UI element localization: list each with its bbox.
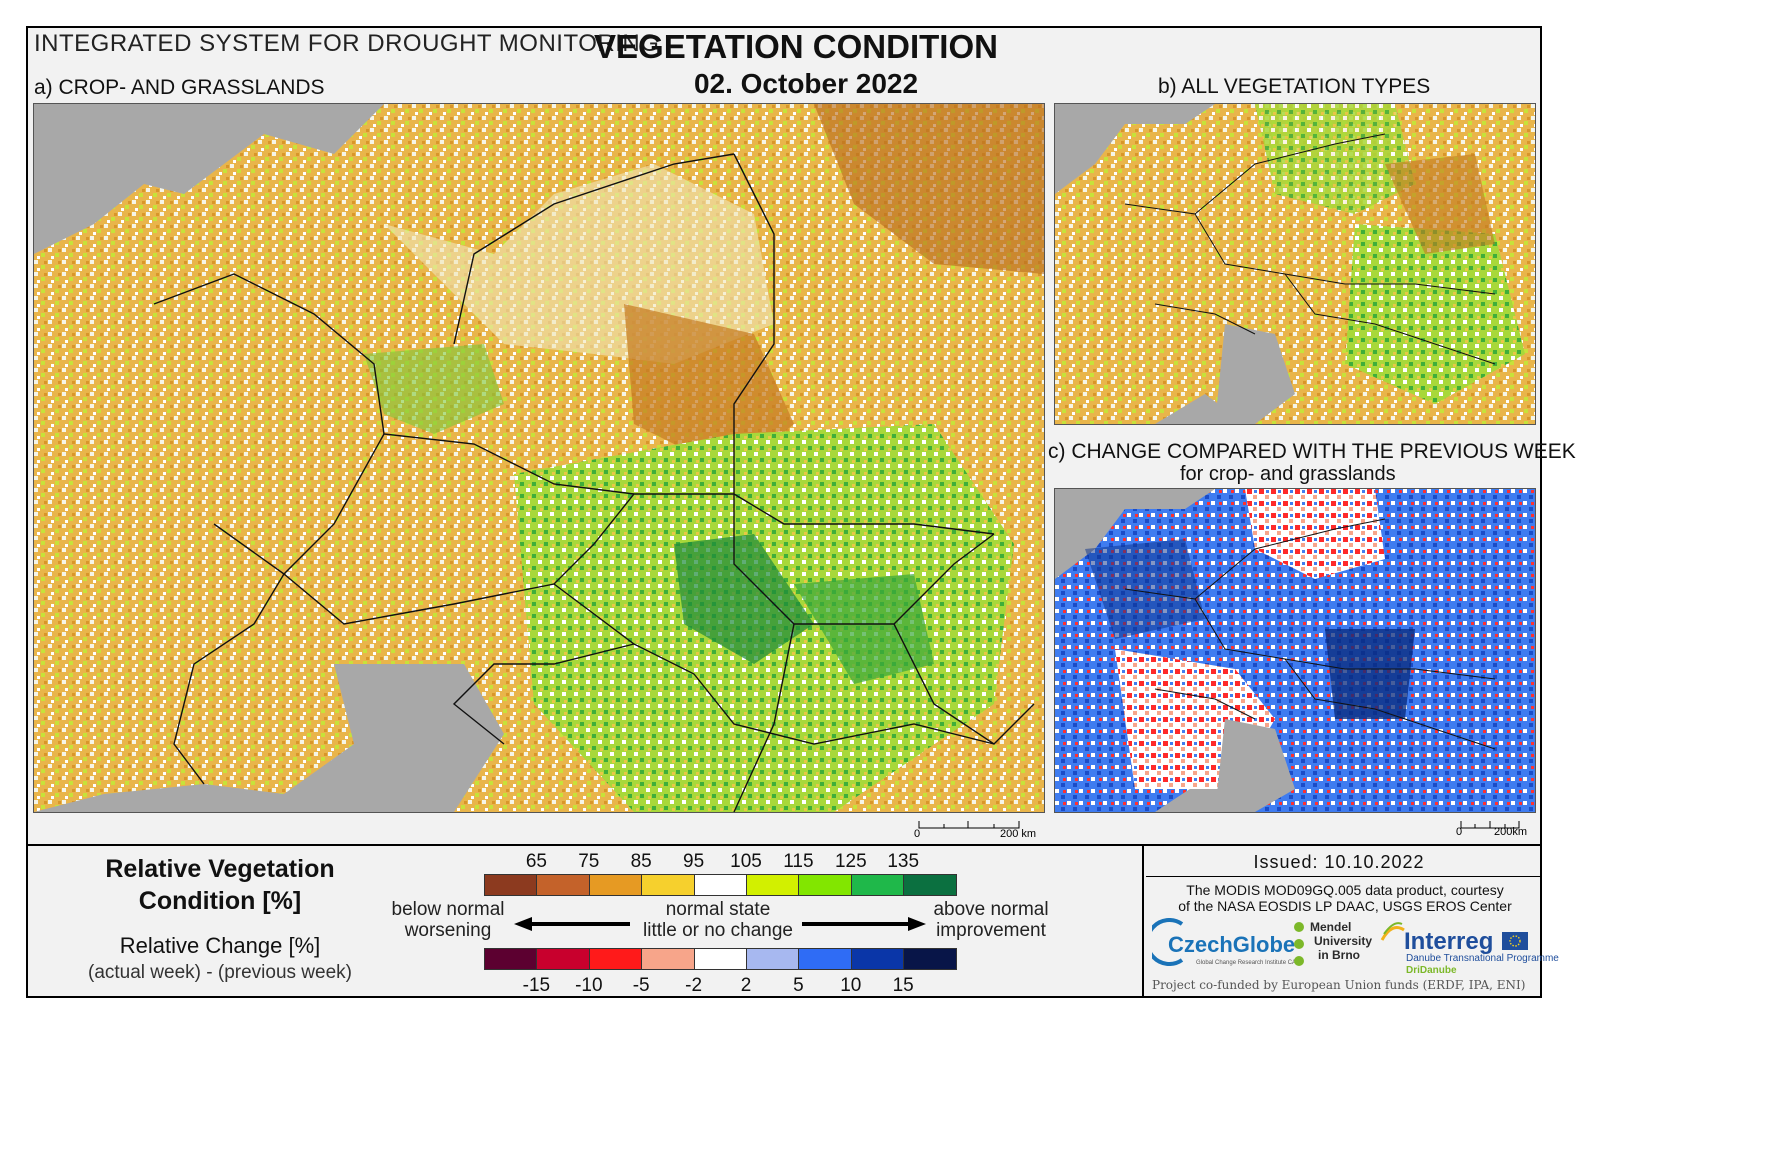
mendel-line1: Mendel: [1310, 920, 1352, 934]
left-arrow-icon: [512, 914, 632, 934]
map-b-graphic: [1055, 104, 1535, 424]
rc-tick-label: -10: [575, 975, 603, 996]
rvc-tick-label: 125: [834, 851, 867, 872]
rvc-swatch: [850, 874, 905, 896]
system-title: INTEGRATED SYSTEM FOR DROUGHT MONITORING: [34, 30, 660, 57]
info-separator: [1146, 876, 1540, 877]
panel-c-sublabel: for crop- and grasslands: [1180, 463, 1396, 485]
interreg-logo-text: Interreg: [1404, 928, 1494, 955]
rvc-tick-label: 75: [578, 851, 600, 872]
legend-divider: [26, 844, 1542, 846]
rvc-swatch: [693, 874, 747, 896]
rc-swatch: [746, 948, 800, 970]
scalebar-c-zero: 0: [1456, 826, 1463, 838]
czechglobe-subtitle: Global Change Research Institute CAS: [1196, 960, 1301, 966]
map-date: 02. October 2022: [693, 68, 919, 99]
right-arrow-icon: [800, 914, 928, 934]
rc-tick-label: -2: [685, 975, 703, 996]
rvc-swatch: [641, 874, 695, 896]
scalebar-a: [918, 817, 1020, 829]
rvc-swatch: [484, 874, 538, 896]
map-a-graphic: [34, 104, 1044, 812]
rc-title: Relative Change [%]: [119, 933, 321, 958]
rvc-tick-label: 105: [730, 851, 762, 872]
rvc-title-line2: Condition [%]: [138, 887, 302, 915]
rc-swatch: [588, 948, 643, 970]
worsening-label: worsening: [404, 920, 492, 941]
rvc-title-line1: Relative Vegetation: [105, 855, 335, 883]
rc-swatch: [536, 948, 590, 970]
rc-tick-label: 2: [740, 975, 752, 996]
rvc-tick-label: 95: [683, 851, 705, 872]
rvc-tick-label: 65: [525, 851, 547, 872]
panel-a-label: a) CROP- AND GRASSLANDS: [34, 76, 325, 99]
rc-swatch: [798, 948, 852, 970]
rc-tick-label: 15: [892, 975, 914, 996]
mendel-line2: University: [1314, 934, 1373, 948]
scalebar-c-distance: 200km: [1494, 826, 1528, 838]
rc-tick-label: 5: [793, 975, 804, 996]
map-all-vegetation: [1054, 103, 1536, 425]
mendel-line3: in Brno: [1318, 948, 1360, 962]
map-c-graphic: [1055, 489, 1535, 812]
map-weekly-change: [1054, 488, 1536, 813]
dridanube-label: DriDanube: [1406, 965, 1457, 976]
rvc-swatch: [903, 874, 957, 896]
mendel-logo-icon: [1292, 920, 1306, 970]
rvc-tick-label: 135: [887, 851, 920, 872]
rc-swatch: [850, 948, 905, 970]
rc-swatch: [484, 948, 538, 970]
eu-flag-icon: [1502, 932, 1528, 950]
info-divider: [1142, 846, 1144, 996]
panel-c-label: c) CHANGE COMPARED WITH THE PREVIOUS WEE…: [1048, 440, 1576, 463]
rc-tick-label: -5: [632, 975, 650, 996]
scalebar-a-zero: 0: [914, 828, 921, 840]
above-normal-label: above normal: [933, 899, 1049, 920]
main-title: VEGETATION CONDITION: [594, 28, 998, 65]
scalebar-a-distance: 200 km: [1000, 828, 1037, 840]
issued-date: Issued: 10.10.2022: [1253, 852, 1425, 872]
rvc-tick-label: 85: [630, 851, 652, 872]
rc-tick-label: 10: [840, 975, 862, 996]
rc-swatch: [641, 948, 695, 970]
below-normal-label: below normal: [391, 899, 505, 920]
rvc-tick-label: 115: [783, 851, 814, 872]
map-crop-grasslands: [33, 103, 1045, 813]
interreg-swirl-icon: [1380, 920, 1406, 944]
scalebar-c: [1460, 817, 1520, 829]
improvement-label: improvement: [936, 920, 1046, 941]
credit-line1: The MODIS MOD09GQ.005 data product, cour…: [1186, 882, 1504, 898]
credit-line2: of the NASA EOSDIS LP DAAC, USGS EROS Ce…: [1178, 898, 1512, 914]
rc-tick-label: -15: [522, 975, 551, 996]
little-change-label: little or no change: [643, 920, 793, 941]
funded-note: Project co-funded by European Union fund…: [1152, 978, 1526, 992]
rc-subtitle: (actual week) - (previous week): [88, 962, 352, 983]
rvc-swatch: [746, 874, 800, 896]
normal-state-label: normal state: [665, 899, 771, 920]
panel-b-label: b) ALL VEGETATION TYPES: [1158, 75, 1431, 98]
rvc-swatch: [798, 874, 852, 896]
rc-swatch: [903, 948, 957, 970]
rvc-swatch: [588, 874, 643, 896]
rc-swatch: [693, 948, 747, 970]
rvc-swatch: [536, 874, 590, 896]
czechglobe-logo-text: CzechGlobe: [1168, 932, 1296, 957]
dtp-label: Danube Transnational Programme: [1406, 953, 1559, 964]
